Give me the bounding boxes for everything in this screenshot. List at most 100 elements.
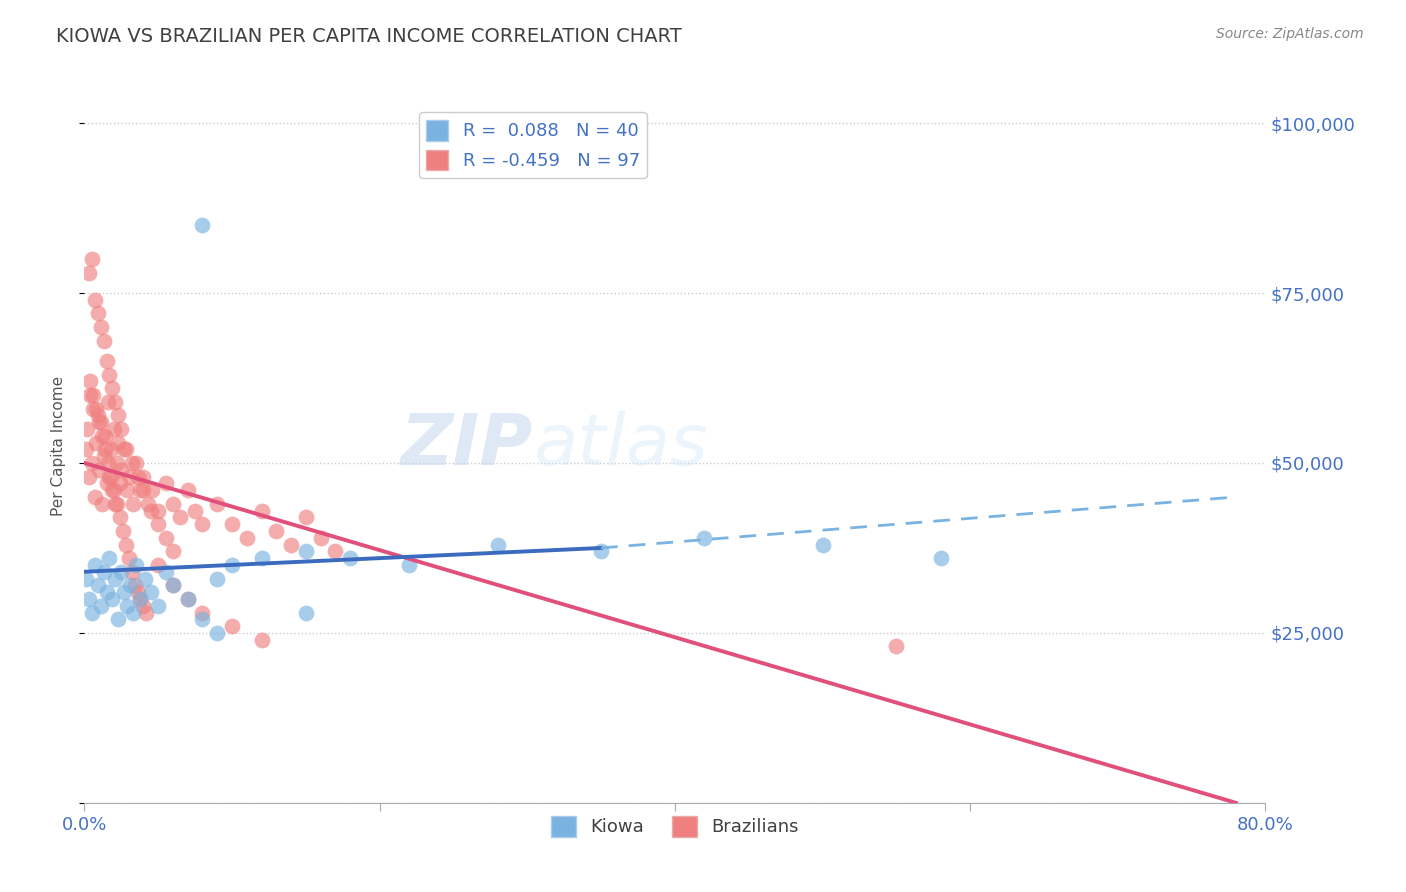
Point: [98, 469, 121, 483]
Point: [80, 456, 103, 470]
Point: [122, 606, 145, 620]
Point: [103, 483, 125, 498]
Point: [115, 483, 138, 498]
Point: [94, 429, 117, 443]
Point: [129, 591, 152, 606]
Point: [107, 435, 129, 450]
Point: [79, 375, 101, 389]
Point: [886, 640, 908, 654]
Point: [100, 442, 122, 457]
Point: [155, 476, 177, 491]
Point: [107, 409, 129, 423]
Point: [125, 558, 148, 572]
Point: [339, 551, 361, 566]
Point: [591, 544, 613, 558]
Point: [177, 591, 200, 606]
Point: [79, 388, 101, 402]
Point: [295, 606, 318, 620]
Point: [90, 320, 112, 334]
Point: [169, 510, 191, 524]
Point: [250, 632, 273, 647]
Point: [135, 606, 157, 620]
Point: [693, 531, 716, 545]
Point: [132, 483, 155, 498]
Point: [104, 572, 127, 586]
Point: [122, 497, 145, 511]
Point: [75, 442, 97, 457]
Point: [148, 558, 170, 572]
Point: [107, 612, 129, 626]
Point: [83, 558, 105, 572]
Point: [84, 401, 107, 416]
Point: [75, 572, 97, 586]
Point: [96, 585, 118, 599]
Point: [191, 606, 214, 620]
Point: [108, 476, 131, 491]
Point: [177, 591, 200, 606]
Point: [155, 531, 177, 545]
Point: [77, 591, 100, 606]
Point: [108, 510, 131, 524]
Point: [96, 476, 118, 491]
Point: [184, 503, 207, 517]
Point: [90, 415, 112, 429]
Point: [110, 422, 132, 436]
Point: [207, 626, 229, 640]
Point: [162, 497, 184, 511]
Point: [104, 394, 127, 409]
Point: [121, 565, 143, 579]
Point: [97, 394, 120, 409]
Point: [127, 585, 149, 599]
Point: [139, 585, 162, 599]
Point: [121, 456, 143, 470]
Point: [148, 517, 170, 532]
Point: [929, 551, 952, 566]
Point: [191, 218, 214, 232]
Point: [98, 368, 121, 382]
Point: [83, 293, 105, 307]
Point: [129, 591, 152, 606]
Y-axis label: Per Capita Income: Per Capita Income: [51, 376, 66, 516]
Point: [280, 537, 302, 551]
Point: [84, 435, 107, 450]
Point: [120, 469, 142, 483]
Point: [139, 503, 162, 517]
Point: [76, 422, 98, 436]
Point: [105, 456, 128, 470]
Legend: Kiowa, Brazilians: Kiowa, Brazilians: [544, 808, 806, 844]
Point: [115, 599, 138, 613]
Point: [191, 517, 214, 532]
Point: [250, 551, 273, 566]
Point: [120, 578, 142, 592]
Point: [141, 483, 163, 498]
Point: [101, 381, 124, 395]
Point: [114, 537, 136, 551]
Point: [207, 497, 229, 511]
Point: [83, 490, 105, 504]
Point: [77, 266, 100, 280]
Point: [136, 497, 159, 511]
Point: [101, 591, 124, 606]
Point: [77, 469, 100, 483]
Point: [110, 565, 132, 579]
Point: [266, 524, 288, 538]
Point: [91, 429, 114, 443]
Point: [93, 334, 115, 348]
Point: [295, 510, 318, 524]
Point: [90, 599, 112, 613]
Point: [191, 612, 214, 626]
Point: [132, 599, 155, 613]
Point: [155, 565, 177, 579]
Point: [80, 606, 103, 620]
Point: [811, 537, 834, 551]
Text: ZIP: ZIP: [401, 411, 533, 481]
Point: [207, 572, 229, 586]
Point: [162, 578, 184, 592]
Point: [82, 401, 104, 416]
Point: [125, 456, 148, 470]
Point: [87, 415, 111, 429]
Point: [177, 483, 200, 498]
Point: [132, 469, 155, 483]
Point: [86, 409, 108, 423]
Point: [98, 551, 121, 566]
